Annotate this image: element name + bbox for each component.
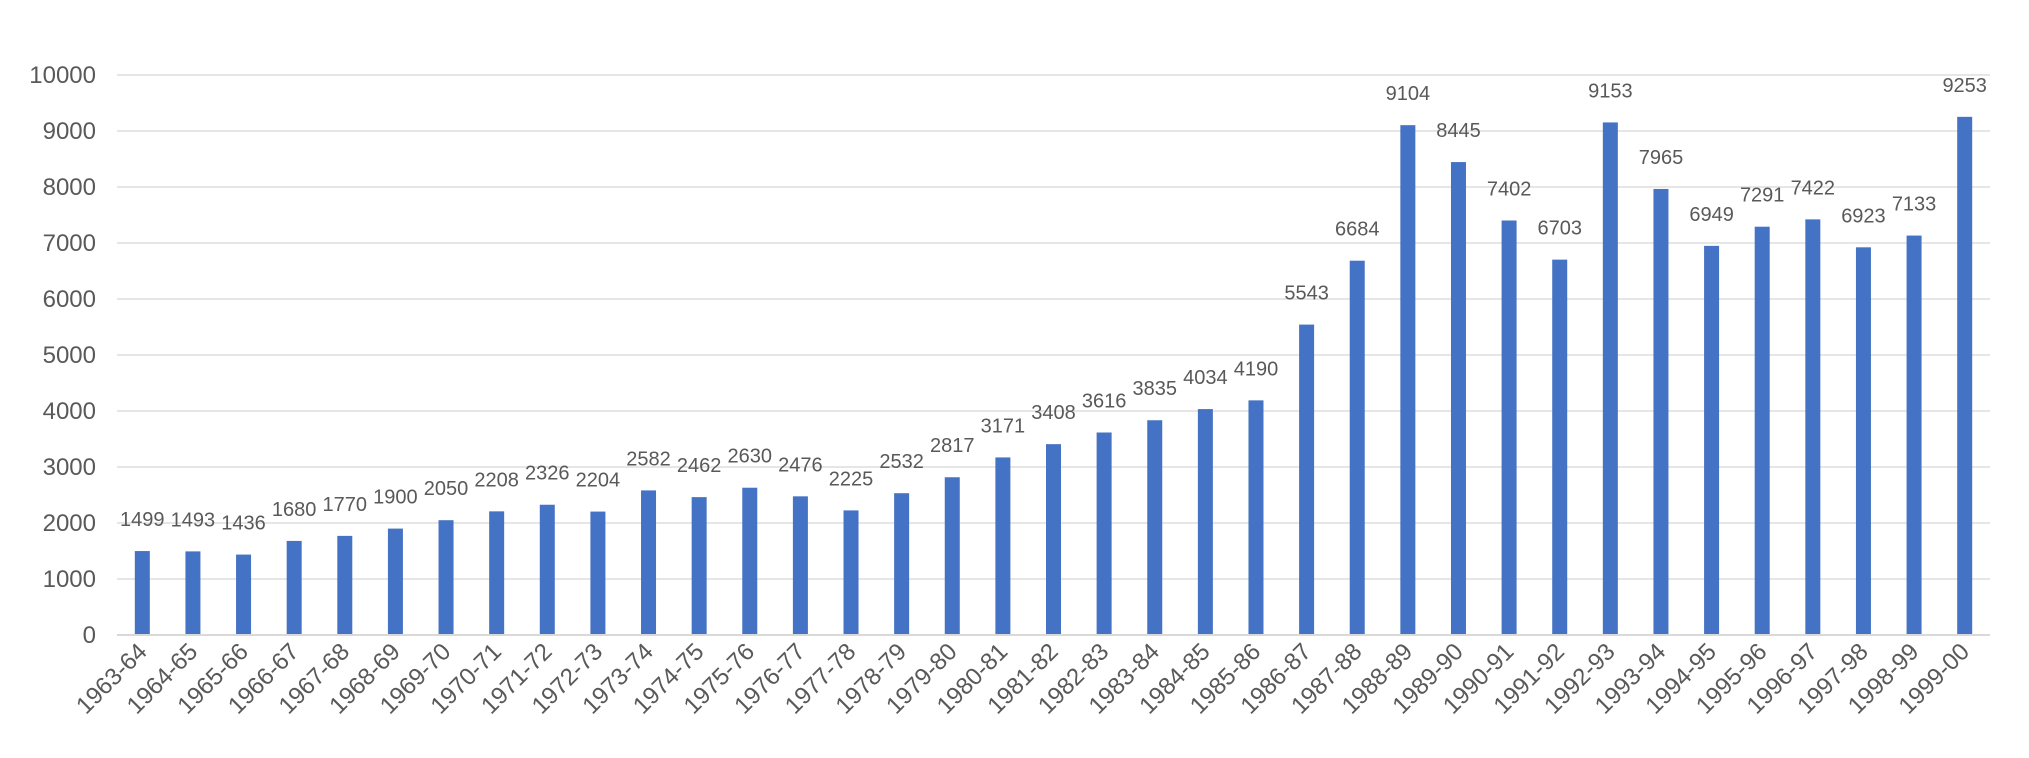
bar (1096, 432, 1112, 635)
data-label: 7133 (1892, 194, 1937, 216)
y-axis-ticks: 0 1000 2000 3000 4000 5000 6000 7000 8000 9000 100… (29, 62, 96, 649)
data-label: 4034 (1183, 367, 1228, 389)
data-label: 3408 (1031, 402, 1076, 424)
data-label: 1900 (373, 487, 418, 509)
data-label: 2204 (576, 470, 621, 492)
data-label: 1493 (171, 509, 216, 531)
data-label: 2050 (424, 478, 469, 500)
y-tick-label: 1000 (43, 566, 96, 593)
data-label: 1680 (272, 499, 317, 521)
bar (387, 528, 403, 635)
data-label: 2817 (930, 435, 975, 457)
bar (185, 551, 201, 635)
bar (1704, 245, 1720, 635)
data-label: 2582 (626, 448, 671, 470)
data-label: 2630 (728, 446, 773, 468)
bar (1400, 125, 1416, 636)
y-tick-label: 7000 (43, 230, 96, 257)
data-label: 9153 (1588, 80, 1633, 102)
bar (236, 554, 252, 635)
bar (742, 487, 758, 635)
y-tick-label: 4000 (43, 398, 96, 425)
bar (1855, 247, 1871, 635)
x-axis-ticks: 1963-641964-651965-661966-671967-681968-… (71, 638, 1975, 719)
y-tick-label: 9000 (43, 118, 96, 145)
data-label: 1770 (323, 494, 368, 516)
data-label: 6703 (1537, 218, 1582, 240)
data-label: 6684 (1335, 219, 1380, 241)
data-label: 3171 (981, 415, 1026, 437)
data-label: 9253 (1942, 75, 1987, 97)
gridlines (117, 74, 1990, 580)
data-label: 3835 (1132, 378, 1177, 400)
bar (1653, 188, 1669, 635)
data-label: 6949 (1689, 204, 1734, 226)
bar (995, 457, 1011, 635)
data-label: 7965 (1639, 147, 1684, 169)
y-tick-label: 10000 (29, 62, 96, 89)
bar (843, 510, 859, 635)
data-label: 2462 (677, 455, 722, 477)
bar (1501, 220, 1517, 635)
bar (1906, 235, 1922, 635)
bar (1754, 226, 1770, 636)
data-label: 3616 (1082, 391, 1127, 413)
bar (894, 493, 910, 635)
bar (691, 497, 707, 635)
bar (590, 511, 606, 635)
data-label: 4190 (1234, 358, 1279, 380)
y-tick-label: 3000 (43, 454, 96, 481)
y-tick-label: 0 (83, 622, 96, 649)
bar (1957, 116, 1973, 635)
bar (438, 520, 454, 635)
bar (1147, 420, 1163, 635)
bar (1248, 400, 1264, 635)
bar (337, 535, 353, 635)
data-label: 2476 (778, 454, 823, 476)
bar (134, 551, 150, 635)
bars (134, 116, 1973, 636)
bar (1349, 260, 1365, 635)
data-label: 8445 (1436, 120, 1481, 142)
bar (1552, 259, 1568, 635)
bar (792, 496, 808, 635)
y-tick-label: 5000 (43, 342, 96, 369)
y-tick-label: 8000 (43, 174, 96, 201)
y-tick-label: 2000 (43, 510, 96, 537)
data-label: 7422 (1791, 177, 1836, 199)
data-labels: 1499 1493 1436 1680 1770 1900 2050 2208 2326 2204… (120, 75, 1987, 535)
bar (1450, 162, 1466, 635)
data-label: 7291 (1740, 185, 1785, 207)
data-label: 2225 (829, 468, 874, 490)
data-label: 1499 (120, 509, 165, 531)
bar (1046, 444, 1061, 635)
data-label: 2208 (474, 469, 519, 491)
bar (944, 477, 960, 635)
bar (1805, 219, 1821, 636)
bar (641, 490, 657, 635)
data-label: 2532 (879, 451, 924, 473)
data-label: 9104 (1386, 83, 1431, 105)
bar (1602, 122, 1618, 635)
bar (1197, 409, 1213, 635)
bar (286, 540, 302, 635)
bar (489, 511, 505, 635)
y-tick-label: 6000 (43, 286, 96, 313)
data-label: 2326 (525, 463, 570, 485)
data-label: 5543 (1284, 283, 1329, 305)
data-label: 6923 (1841, 205, 1886, 227)
bar (1299, 324, 1315, 635)
data-label: 1436 (221, 513, 266, 535)
bar (539, 504, 555, 635)
data-label: 7402 (1487, 178, 1532, 200)
